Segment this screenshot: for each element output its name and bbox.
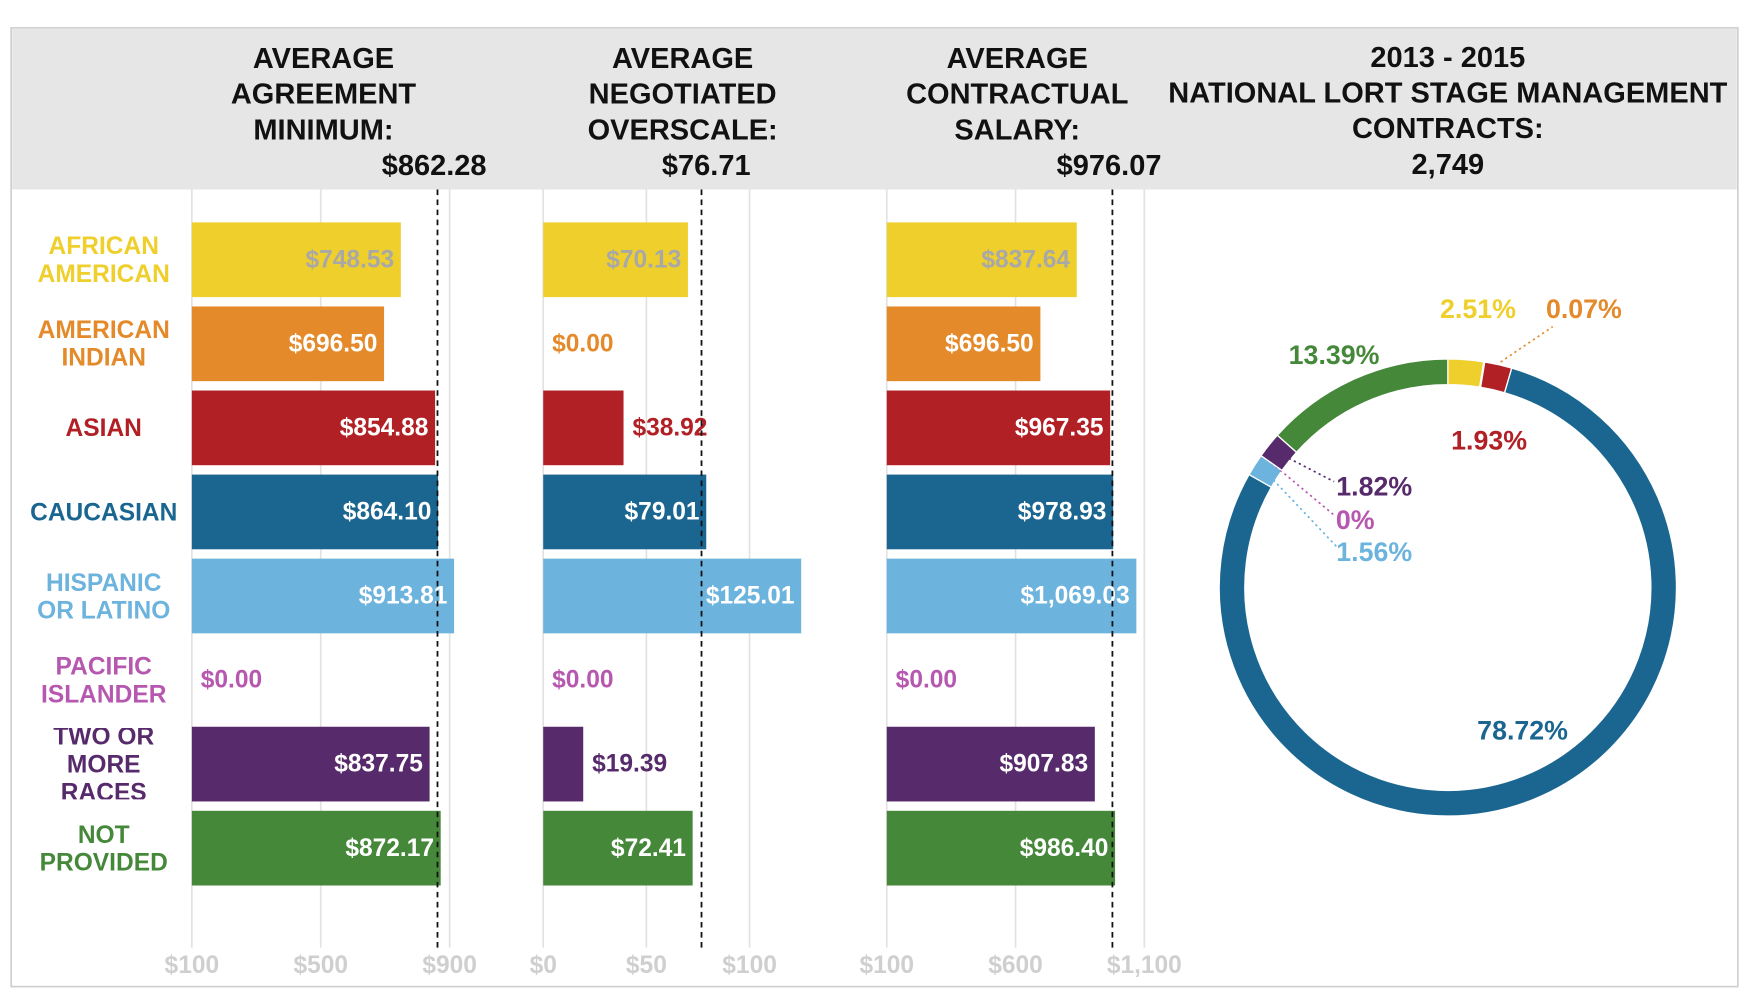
pie-title-box: 2013 - 2015 NATIONAL LORT STAGE MANAGEME… <box>1168 40 1728 181</box>
value-label: $1,069.03 <box>1021 583 1130 610</box>
value-label: $986.40 <box>1020 835 1109 862</box>
x-tick-label: $100 <box>722 952 777 979</box>
category-label-box: AFRICAN AMERICAN <box>37 231 170 288</box>
bar <box>191 558 455 634</box>
bar <box>543 474 707 550</box>
bar <box>886 558 1137 634</box>
slice-label: 2.51% <box>1440 294 1516 324</box>
value-label: $696.50 <box>289 330 378 357</box>
bar <box>543 558 802 634</box>
value-label: $864.10 <box>343 499 432 526</box>
x-tick-label: $50 <box>626 952 667 979</box>
value-label: $0.00 <box>552 330 613 357</box>
reference-label: $862.28 <box>382 150 487 182</box>
value-label: $748.53 <box>305 246 394 273</box>
x-tick-label: $900 <box>422 952 477 979</box>
value-label: $70.13 <box>606 246 681 273</box>
x-tick-label: $0 <box>530 952 557 979</box>
category-label: AFRICAN AMERICAN <box>37 231 170 288</box>
panel-title: AVERAGE CONTRACTUAL SALARY: <box>906 41 1129 147</box>
bar <box>191 390 436 466</box>
category-label-box: TWO OR MORE RACES <box>53 728 155 800</box>
value-label: $837.75 <box>334 751 423 778</box>
donut-slice <box>1218 367 1678 817</box>
bar <box>886 726 1095 802</box>
slice-label: 1.93% <box>1451 426 1527 456</box>
slice-label: 0% <box>1336 505 1375 535</box>
donut-slice <box>1447 358 1485 388</box>
bar <box>191 306 385 382</box>
value-label: $872.17 <box>345 835 434 862</box>
panel-title-box: AVERAGE CONTRACTUAL SALARY: <box>906 41 1129 147</box>
bar <box>543 810 693 886</box>
value-label: $0.00 <box>201 667 262 694</box>
category-label: PACIFIC ISLANDER <box>41 652 167 708</box>
reference-label: $76.71 <box>662 150 751 182</box>
value-label: $72.41 <box>611 835 686 862</box>
leader-line <box>1271 462 1335 516</box>
bar <box>886 222 1077 298</box>
category-label-box: PACIFIC ISLANDER <box>41 652 167 708</box>
header-band <box>12 28 1737 190</box>
donut-slice <box>1276 358 1449 454</box>
x-tick-label: $600 <box>988 952 1043 979</box>
value-label: $696.50 <box>945 330 1034 357</box>
bar <box>191 726 430 802</box>
value-label: $913.81 <box>359 583 448 610</box>
category-label: NOT PROVIDED <box>39 820 168 877</box>
category-label-box: CAUCASIAN <box>30 497 178 526</box>
category-label-box: AMERICAN INDIAN <box>37 315 170 372</box>
leader-line <box>1265 471 1337 547</box>
x-tick-label: $500 <box>293 952 348 979</box>
leader-line <box>1278 452 1335 483</box>
bar <box>886 474 1114 550</box>
bar <box>191 810 441 886</box>
value-label: $0.00 <box>896 667 957 694</box>
bar <box>543 726 584 802</box>
value-label: $978.93 <box>1018 499 1107 526</box>
bar <box>543 390 624 466</box>
slice-label: 1.56% <box>1336 537 1412 567</box>
x-tick-label: $100 <box>859 952 914 979</box>
value-label: $125.01 <box>706 583 795 610</box>
category-label: AMERICAN INDIAN <box>37 315 170 372</box>
category-label: ASIAN <box>65 413 142 442</box>
category-label-box: HISPANIC OR LATINO <box>37 568 171 624</box>
reference-label: $976.07 <box>1057 150 1162 182</box>
panel-title-box: AVERAGE AGREEMENT MINIMUM: <box>230 41 417 147</box>
category-label: TWO OR MORE RACES <box>53 728 155 800</box>
value-label: $837.64 <box>981 246 1070 273</box>
value-label: $967.35 <box>1015 414 1104 441</box>
x-tick-label: $100 <box>165 952 220 979</box>
value-label: $854.88 <box>340 414 429 441</box>
slice-label: 13.39% <box>1289 340 1380 370</box>
panel-title: AVERAGE AGREEMENT MINIMUM: <box>230 41 417 147</box>
bar <box>886 390 1111 466</box>
x-tick-label: $1,100 <box>1107 952 1182 979</box>
category-label: HISPANIC OR LATINO <box>37 568 171 624</box>
category-label: CAUCASIAN <box>30 497 178 526</box>
panel-title: AVERAGE NEGOTIATED OVERSCALE: <box>587 41 778 147</box>
category-label-box: ASIAN <box>65 413 142 442</box>
bar <box>543 222 688 298</box>
bar <box>191 222 401 298</box>
value-label: $0.00 <box>552 667 613 694</box>
bar <box>191 474 439 550</box>
slice-label: 1.82% <box>1336 471 1412 501</box>
panel-title-box: AVERAGE NEGOTIATED OVERSCALE: <box>587 41 778 147</box>
category-label-box: NOT PROVIDED <box>39 820 168 877</box>
value-label: $79.01 <box>625 499 700 526</box>
value-label: $38.92 <box>632 414 707 441</box>
slice-label: 78.72% <box>1477 716 1568 746</box>
pie-title: 2013 - 2015 NATIONAL LORT STAGE MANAGEME… <box>1168 40 1728 181</box>
bar <box>886 306 1041 382</box>
bar <box>886 810 1116 886</box>
value-label: $19.39 <box>592 751 667 778</box>
slice-label: 0.07% <box>1546 294 1622 324</box>
value-label: $907.83 <box>999 751 1088 778</box>
